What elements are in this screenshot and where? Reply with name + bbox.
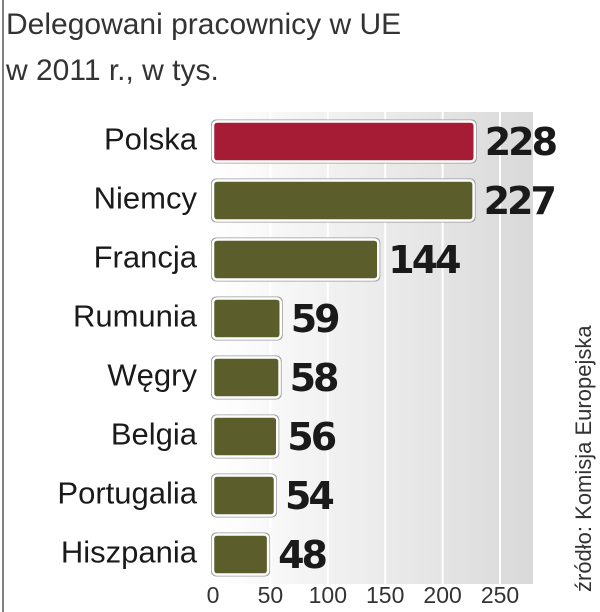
y-tick-label: Hiszpania: [61, 535, 198, 570]
x-tick-label: 200: [423, 582, 461, 608]
x-tick-label: 0: [207, 582, 220, 608]
value-label: 227: [484, 179, 555, 223]
x-tick-label: 50: [258, 582, 284, 608]
y-tick-label: Polska: [104, 122, 198, 157]
bar: [211, 179, 475, 222]
value-label: 54: [285, 474, 333, 518]
y-tick-label: Niemcy: [94, 181, 198, 216]
bar: [211, 297, 282, 340]
x-tick-label: 100: [309, 582, 347, 608]
bar: [211, 415, 279, 458]
value-label: 48: [278, 533, 326, 577]
bar: [211, 356, 281, 399]
y-tick-label: Portugalia: [57, 476, 197, 511]
chart-title: Delegowani pracownicy w UE: [6, 8, 401, 41]
bar: [211, 533, 270, 576]
y-tick-label: Rumunia: [73, 299, 198, 334]
value-label: 58: [290, 356, 338, 400]
chart-subtitle: w 2011 r., w tys.: [5, 54, 219, 87]
bar: [211, 474, 277, 517]
bar: [211, 120, 476, 163]
value-label: 56: [287, 415, 335, 459]
y-tick-label: Francja: [94, 240, 198, 275]
x-tick-label: 150: [366, 582, 404, 608]
x-tick-label: 250: [481, 582, 519, 608]
bar: [211, 238, 380, 281]
source: źródło: Komisja Europejska: [571, 325, 596, 592]
value-label: 228: [485, 120, 557, 164]
value-label: 59: [291, 297, 339, 341]
value-label: 144: [388, 238, 460, 282]
y-tick-label: Belgia: [111, 417, 198, 452]
y-tick-label: Węgry: [107, 358, 197, 393]
